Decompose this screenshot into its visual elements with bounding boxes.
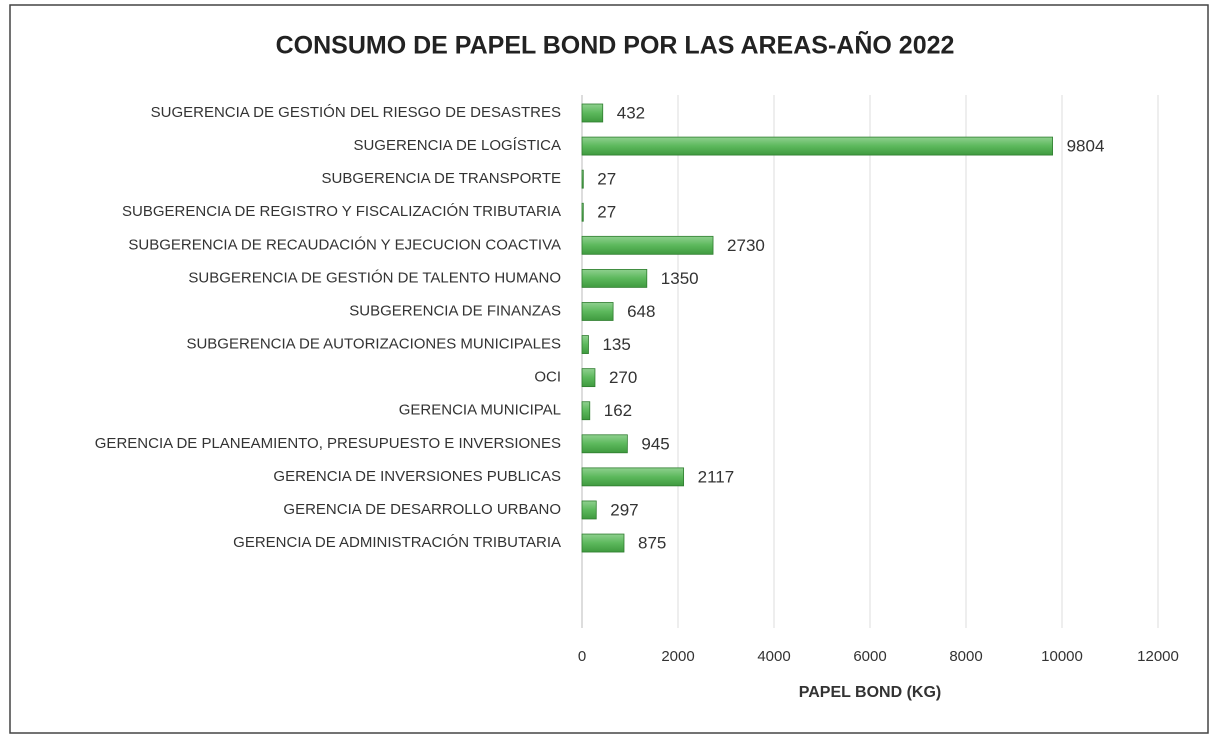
y-tick-label: SUBGERENCIA DE AUTORIZACIONES MUNICIPALE…: [186, 336, 561, 353]
data-label: 432: [617, 103, 645, 122]
data-label: 27: [597, 170, 616, 189]
bar: [581, 202, 584, 222]
x-tick-label: 6000: [853, 648, 886, 665]
y-tick-label: SUBGERENCIA DE TRANSPORTE: [321, 170, 561, 187]
data-label: 2117: [698, 467, 735, 486]
data-label: 27: [597, 203, 616, 222]
data-label: 945: [641, 434, 669, 453]
y-tick-label: GERENCIA MUNICIPAL: [399, 402, 561, 419]
y-tick-label: GERENCIA DE ADMINISTRACIÓN TRIBUTARIA: [233, 534, 561, 551]
data-label: 648: [627, 302, 655, 321]
bar: [581, 235, 714, 255]
data-label: 135: [602, 335, 630, 354]
data-label: 162: [604, 401, 632, 420]
y-tick-label: GERENCIA DE PLANEAMIENTO, PRESUPUESTO E …: [95, 435, 561, 452]
y-tick-label: GERENCIA DE INVERSIONES PUBLICAS: [273, 468, 561, 485]
data-label: 9804: [1067, 137, 1105, 156]
frame: [9, 4, 1209, 734]
x-tick-label: 2000: [661, 648, 694, 665]
bar: [581, 368, 596, 388]
bar: [581, 533, 625, 553]
x-tick-label: 4000: [757, 648, 790, 665]
bar: [581, 467, 685, 487]
x-tick-label: 8000: [949, 648, 982, 665]
y-tick-label: SUBGERENCIA DE RECAUDACIÓN Y EJECUCION C…: [128, 236, 561, 253]
bar: [581, 302, 614, 321]
bar: [581, 434, 628, 454]
y-tick-label: OCI: [534, 369, 561, 386]
y-tick-label: SUGERENCIA DE LOGÍSTICA: [353, 137, 561, 154]
x-tick-label: 10000: [1041, 648, 1083, 665]
y-tick-label: SUBGERENCIA DE REGISTRO Y FISCALIZACIÓN …: [122, 203, 561, 220]
y-tick-label: SUBGERENCIA DE GESTIÓN DE TALENTO HUMANO: [188, 269, 561, 286]
data-label: 2730: [727, 236, 765, 255]
x-axis-label: PAPEL BOND (KG): [799, 684, 942, 701]
y-tick-label: SUBGERENCIA DE FINANZAS: [349, 302, 561, 319]
data-label: 875: [638, 534, 666, 553]
data-label: 297: [610, 500, 638, 519]
bar: [581, 268, 648, 288]
y-tick-label: SUGERENCIA DE GESTIÓN DEL RIESGO DE DESA…: [151, 104, 561, 121]
chart-title: CONSUMO DE PAPEL BOND POR LAS AREAS-AÑO …: [276, 30, 955, 60]
x-tick-label: 12000: [1137, 648, 1179, 665]
bar: [581, 335, 589, 354]
bar: [581, 500, 597, 520]
bar: [581, 136, 1053, 156]
data-label: 270: [609, 368, 637, 387]
bar: [581, 169, 584, 189]
x-tick-label: 0: [578, 648, 586, 665]
bar: [581, 103, 604, 123]
data-label: 1350: [661, 269, 699, 288]
y-tick-label: GERENCIA DE DESARROLLO URBANO: [283, 501, 561, 518]
bar: [581, 401, 591, 421]
